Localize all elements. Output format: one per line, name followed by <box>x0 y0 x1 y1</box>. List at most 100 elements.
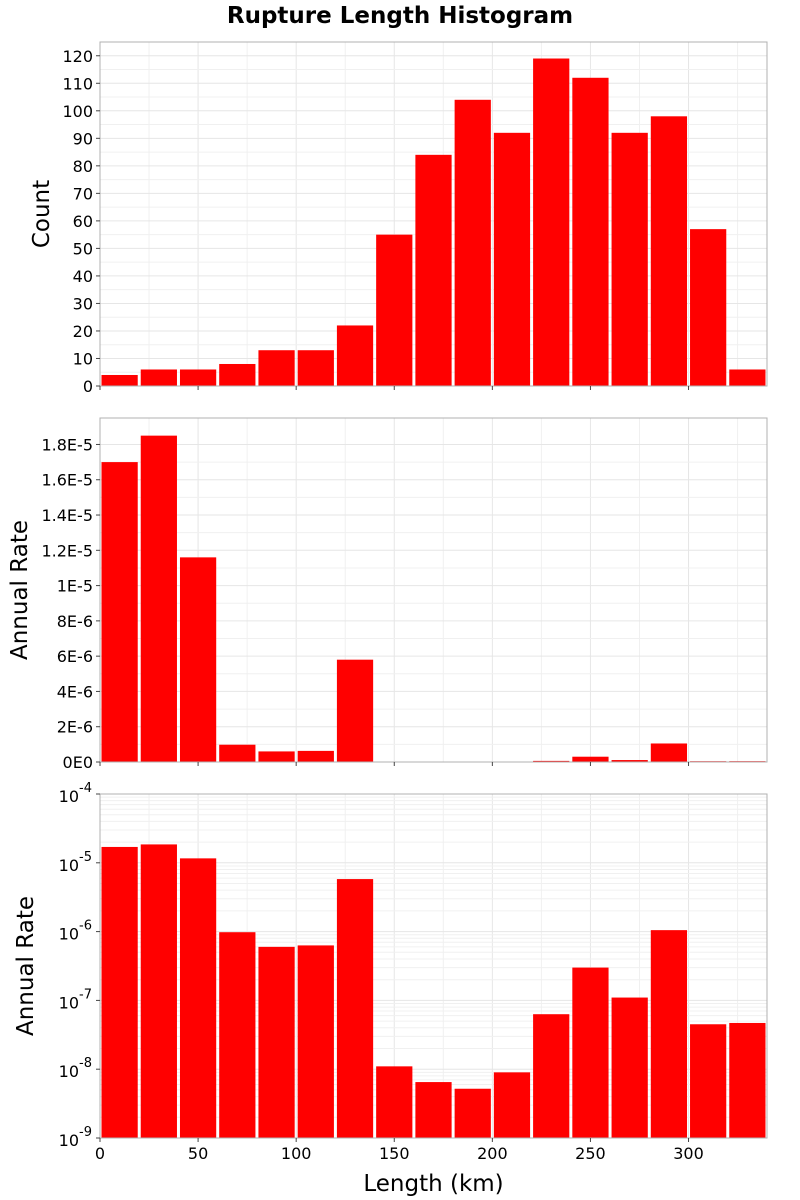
histogram-bar <box>729 369 766 386</box>
histogram-bar <box>611 132 648 386</box>
histogram-bar <box>376 1066 413 1138</box>
bars <box>101 844 766 1138</box>
y-tick-exponent: -5 <box>79 850 92 865</box>
histogram-bar <box>572 967 609 1138</box>
histogram-bar <box>572 756 609 762</box>
x-axis <box>99 762 690 766</box>
y-tick-base: 10 <box>59 1062 79 1081</box>
y-axis: 0 10 20 30 40 50 60 70 80 90 100 110 120 <box>62 47 100 396</box>
y-tick-label: 6E-6 <box>57 647 93 666</box>
histogram-bar <box>729 1022 766 1138</box>
histogram-bar <box>493 1072 531 1138</box>
y-tick-base: 10 <box>59 925 79 944</box>
y-tick-exponent: -9 <box>79 1125 92 1140</box>
y-tick-label: 1.4E-5 <box>41 506 93 525</box>
y-tick-label: 4E-6 <box>57 682 93 701</box>
histogram-bar <box>415 1082 452 1138</box>
histogram-bar <box>533 1014 570 1138</box>
plot-frame <box>99 41 768 387</box>
histogram-bar <box>690 1024 727 1138</box>
histogram-bar <box>297 350 334 386</box>
y-tick-label: 60 <box>73 212 93 231</box>
y-tick-exponent: -6 <box>79 919 92 934</box>
plot-frame <box>99 417 768 763</box>
y-tick-label: 1.6E-5 <box>41 471 93 490</box>
y-axis: 10-910-810-710-610-510-4 <box>59 781 100 1150</box>
histogram-bar <box>297 750 334 762</box>
y-axis-title: Annual Rate <box>7 520 33 660</box>
y-tick-label: 0E0 <box>63 753 93 772</box>
y-tick-label: 1.8E-5 <box>41 435 93 454</box>
y-tick-base: 10 <box>59 1131 79 1150</box>
histogram-bar <box>179 858 217 1138</box>
histogram-bar <box>336 325 374 386</box>
histogram-bar <box>533 760 570 762</box>
y-tick-label: 10-6 <box>59 919 92 944</box>
histogram-bar <box>611 997 648 1138</box>
histogram-bar <box>533 58 570 387</box>
y-tick-exponent: -4 <box>79 781 92 796</box>
count-histogram-panel: 0 10 20 30 40 50 60 70 80 90 100 110 120 Count <box>29 41 768 396</box>
y-tick-label: 1E-5 <box>57 577 93 596</box>
chart-title: Rupture Length Histogram <box>227 3 573 29</box>
y-tick-label: 80 <box>73 157 93 176</box>
x-axis: 0 50 100 150 200 250 300 <box>95 1138 704 1163</box>
y-tick-label: 10 <box>73 349 93 368</box>
histogram-bar <box>101 462 138 762</box>
histogram-bar <box>258 751 295 762</box>
histogram-bar <box>297 945 334 1138</box>
histogram-bar <box>101 374 138 386</box>
y-tick-base: 10 <box>59 993 79 1012</box>
x-tick-label: 250 <box>575 1144 606 1163</box>
histogram-bar <box>415 154 452 386</box>
plot-frame <box>99 793 768 1139</box>
y-tick-label: 20 <box>73 322 93 341</box>
histogram-bar <box>219 744 256 762</box>
y-tick-label: 10-9 <box>59 1125 92 1150</box>
histogram-bar <box>179 557 217 762</box>
y-tick-label: 120 <box>62 47 93 66</box>
y-tick-base: 10 <box>59 787 79 806</box>
x-axis <box>99 386 690 390</box>
x-tick-label: 50 <box>188 1144 208 1163</box>
histogram-bar <box>140 435 177 762</box>
x-tick-label: 100 <box>281 1144 312 1163</box>
y-tick-label: 10-8 <box>59 1056 92 1081</box>
histogram-bar <box>336 659 374 762</box>
bars <box>101 435 766 762</box>
x-tick-label: 0 <box>95 1144 105 1163</box>
histogram-bar <box>454 1088 491 1138</box>
annual-rate-linear-panel: 0E0 2E-6 4E-6 6E-6 8E-6 1E-5 1.2E-5 1.4E-5 1.6E-… <box>7 417 768 772</box>
histogram-bar <box>336 879 374 1138</box>
y-tick-label: 30 <box>73 294 93 313</box>
y-tick-label: 10-4 <box>59 781 92 806</box>
histogram-bar <box>650 743 688 762</box>
histogram-bar <box>572 77 609 386</box>
y-tick-label: 70 <box>73 184 93 203</box>
histogram-bar <box>179 369 217 386</box>
histogram-bar <box>219 363 256 386</box>
y-axis: 0E0 2E-6 4E-6 6E-6 8E-6 1E-5 1.2E-5 1.4E-5 1.6E-… <box>41 435 100 772</box>
y-tick-label: 50 <box>73 239 93 258</box>
y-tick-label: 8E-6 <box>57 612 93 631</box>
y-tick-exponent: -8 <box>79 1056 92 1071</box>
histogram-bar <box>140 844 177 1138</box>
x-tick-label: 200 <box>477 1144 508 1163</box>
y-tick-base: 10 <box>59 856 79 875</box>
y-tick-label: 1.2E-5 <box>41 541 93 560</box>
y-tick-label: 10-5 <box>59 850 92 875</box>
histogram-bar <box>258 946 295 1138</box>
histogram-bar <box>690 229 727 386</box>
y-tick-label: 90 <box>73 129 93 148</box>
y-axis-title: Annual Rate <box>13 896 39 1036</box>
bars <box>101 58 766 387</box>
y-tick-exponent: -7 <box>79 987 92 1002</box>
histogram-bar <box>376 234 413 386</box>
y-tick-label: 2E-6 <box>57 718 93 737</box>
y-tick-label: 100 <box>62 102 93 121</box>
x-axis-title: Length (km) <box>363 1171 503 1197</box>
y-tick-label: 10-7 <box>59 987 92 1012</box>
histogram-bar <box>454 99 491 387</box>
histogram-bar <box>650 930 688 1138</box>
